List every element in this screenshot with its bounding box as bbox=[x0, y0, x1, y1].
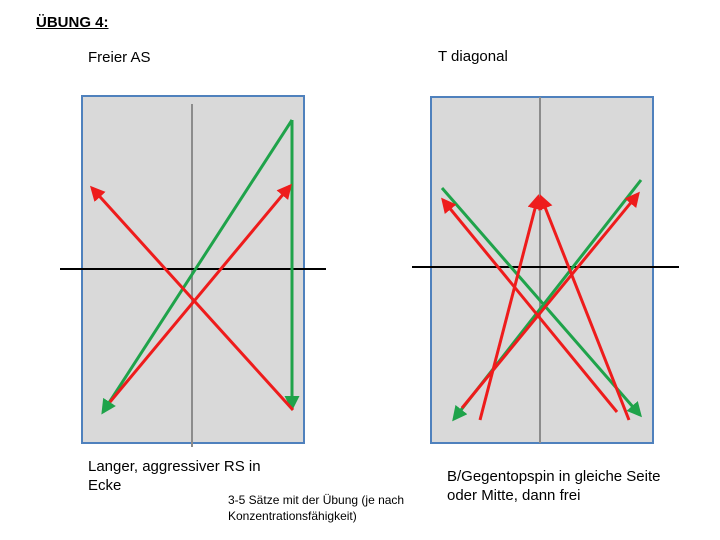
left-table bbox=[60, 95, 326, 447]
right-red-arrow-center-from-left bbox=[478, 194, 543, 421]
left-green-arrow-diagonal bbox=[101, 119, 294, 415]
left-panel-title: Freier AS bbox=[88, 49, 151, 66]
left-red-arrow-to-top-left bbox=[89, 185, 295, 412]
right-red-arrow-center-from-right bbox=[538, 194, 631, 421]
right-green-arrow-to-bottom-right bbox=[440, 187, 642, 418]
sets-note: 3-5 Sätze mit der Übung (je nach Konzent… bbox=[228, 492, 443, 524]
right-panel-caption: B/Gegentopspin in gleiche Seite oder Mit… bbox=[447, 467, 687, 505]
note-line-2: Konzentrationsfähigkeit) bbox=[228, 509, 357, 523]
left-red-arrow-to-top-right bbox=[108, 183, 292, 403]
left-caption-line-1: Langer, aggressiver RS in bbox=[88, 458, 261, 475]
right-red-arrow-to-top-left bbox=[441, 197, 619, 413]
right-caption-line-1: B/Gegentopspin in gleiche Seite bbox=[447, 468, 661, 485]
note-line-1: 3-5 Sätze mit der Übung (je nach bbox=[228, 493, 405, 507]
right-panel-title: T diagonal bbox=[438, 48, 508, 65]
right-table bbox=[412, 96, 679, 444]
left-panel-caption: Langer, aggressiver RS in Ecke bbox=[88, 457, 288, 495]
left-caption-line-2: Ecke bbox=[88, 477, 122, 494]
exercise-heading: ÜBUNG 4: bbox=[36, 14, 109, 31]
right-caption-line-2: oder Mitte, dann frei bbox=[447, 487, 581, 504]
